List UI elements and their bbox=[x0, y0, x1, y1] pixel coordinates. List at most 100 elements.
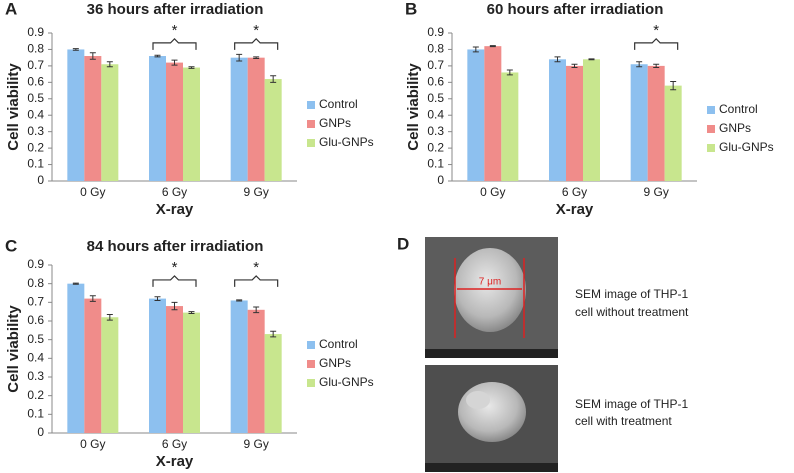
error-bar bbox=[653, 63, 660, 69]
error-bar bbox=[571, 63, 578, 69]
bar bbox=[549, 59, 566, 181]
y-tick-label: 0.3 bbox=[427, 124, 444, 138]
y-tick-label: 0.6 bbox=[27, 75, 44, 89]
sem-image: 7 μm bbox=[425, 237, 558, 358]
y-tick-label: 0.8 bbox=[427, 42, 444, 56]
bar bbox=[183, 312, 200, 433]
y-tick-label: 0.1 bbox=[27, 407, 44, 421]
y-tick-label: 0.2 bbox=[427, 140, 444, 154]
bar bbox=[230, 57, 248, 181]
error-bar bbox=[489, 45, 496, 48]
error-bar bbox=[106, 313, 113, 321]
x-axis-label: X-ray bbox=[156, 201, 194, 218]
y-tick-label: 0.1 bbox=[427, 157, 444, 171]
legend-swatch bbox=[307, 341, 315, 349]
y-tick-label: 0.9 bbox=[27, 257, 44, 271]
y-tick-label: 0.5 bbox=[27, 332, 44, 346]
y-tick-label: 0.4 bbox=[27, 351, 44, 365]
bar bbox=[501, 72, 519, 181]
bar bbox=[67, 49, 85, 181]
y-tick-label: 0.6 bbox=[427, 75, 444, 89]
caption: SEM image of THP-1 bbox=[575, 397, 688, 411]
error-bar bbox=[253, 306, 260, 314]
sem-image bbox=[425, 365, 558, 472]
legend-label: Control bbox=[319, 97, 358, 111]
y-tick-label: 0.9 bbox=[427, 25, 444, 39]
x-axis-label: X-ray bbox=[556, 201, 594, 218]
x-tick-label: 6 Gy bbox=[562, 185, 587, 199]
x-tick-label: 6 Gy bbox=[162, 437, 187, 451]
x-tick-label: 0 Gy bbox=[80, 185, 105, 199]
error-bar bbox=[171, 59, 178, 66]
panel-label: D bbox=[397, 234, 409, 253]
error-bar bbox=[236, 53, 243, 62]
error-bar bbox=[72, 282, 79, 285]
bar bbox=[230, 300, 248, 433]
legend-swatch bbox=[307, 139, 315, 147]
bar bbox=[101, 317, 119, 433]
panel-label: B bbox=[405, 0, 417, 18]
annotation: * bbox=[253, 259, 259, 276]
y-tick-label: 0 bbox=[437, 173, 444, 187]
y-tick-label: 0.3 bbox=[27, 369, 44, 383]
significance-bracket bbox=[234, 275, 279, 287]
error-bar bbox=[588, 58, 595, 61]
y-tick-label: 0.7 bbox=[427, 58, 444, 72]
annotation: * bbox=[253, 22, 259, 39]
caption: cell with treatment bbox=[575, 414, 672, 428]
annotation: * bbox=[172, 22, 178, 39]
y-tick-label: 0.6 bbox=[27, 313, 44, 327]
bar bbox=[84, 56, 102, 182]
y-axis-label: Cell viability bbox=[5, 305, 22, 393]
caption: cell without treatment bbox=[575, 305, 689, 319]
legend-swatch bbox=[707, 106, 715, 114]
y-tick-label: 0 bbox=[37, 173, 44, 187]
error-bar bbox=[188, 66, 195, 69]
error-bar bbox=[154, 54, 161, 58]
y-tick-label: 0.7 bbox=[27, 58, 44, 72]
x-tick-label: 9 Gy bbox=[243, 185, 268, 199]
legend-swatch bbox=[707, 144, 715, 152]
legend-label: Control bbox=[319, 337, 358, 351]
y-tick-label: 0.5 bbox=[427, 91, 444, 105]
chart: B 60 hours after irradiation Cell viabilit… bbox=[405, 0, 774, 218]
legend-label: Glu-GNPs bbox=[319, 135, 374, 149]
significance-bracket bbox=[152, 38, 197, 50]
y-tick-label: 0.2 bbox=[27, 140, 44, 154]
significance-bracket bbox=[152, 275, 197, 287]
bar bbox=[647, 65, 665, 181]
error-bar bbox=[270, 75, 277, 83]
error-bar bbox=[106, 61, 113, 68]
error-bar bbox=[472, 46, 479, 53]
bar bbox=[264, 334, 282, 433]
legend-swatch bbox=[307, 360, 315, 368]
error-bar bbox=[154, 296, 161, 301]
scale-label: 7 μm bbox=[479, 277, 501, 288]
bar bbox=[247, 57, 265, 181]
x-tick-label: 9 Gy bbox=[243, 437, 268, 451]
significance-bracket bbox=[234, 38, 279, 50]
legend-swatch bbox=[707, 125, 715, 133]
bar bbox=[630, 64, 648, 181]
y-tick-label: 0.5 bbox=[27, 91, 44, 105]
error-bar bbox=[89, 295, 96, 302]
caption: SEM image of THP-1 bbox=[575, 287, 688, 301]
y-tick-label: 0.9 bbox=[27, 25, 44, 39]
error-bar bbox=[506, 69, 513, 76]
panel-label: A bbox=[5, 0, 17, 18]
legend-label: Glu-GNPs bbox=[719, 140, 774, 154]
error-bar bbox=[554, 56, 561, 63]
bar bbox=[101, 64, 119, 181]
bar bbox=[467, 49, 485, 181]
x-tick-label: 0 Gy bbox=[480, 185, 505, 199]
y-axis-label: Cell viability bbox=[405, 63, 422, 151]
error-bar bbox=[188, 311, 195, 315]
legend-swatch bbox=[307, 120, 315, 128]
bar bbox=[484, 46, 502, 182]
bar bbox=[583, 59, 600, 181]
bar bbox=[67, 283, 85, 433]
legend-label: GNPs bbox=[319, 116, 351, 130]
error-bar bbox=[270, 330, 277, 338]
legend-swatch bbox=[307, 379, 315, 387]
legend-swatch bbox=[307, 101, 315, 109]
